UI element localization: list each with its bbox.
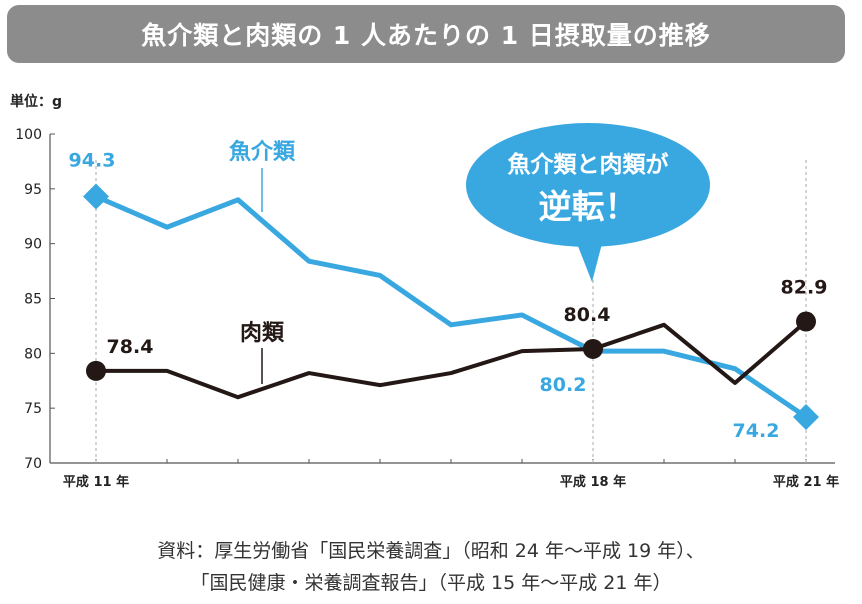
data-point-seafood bbox=[83, 183, 109, 210]
x-tick-label: 平成 11 年 bbox=[63, 474, 129, 490]
y-tick-label: 70 bbox=[24, 456, 42, 472]
x-tick-label: 平成 18 年 bbox=[560, 474, 626, 490]
y-tick-label: 95 bbox=[24, 182, 42, 198]
y-tick-label: 80 bbox=[24, 346, 42, 362]
chart-title-bar: 魚介類と肉類の 1 人あたりの 1 日摂取量の推移 bbox=[7, 5, 845, 63]
source-line-2: 「国民健康・栄養調査報告」（平成 15 年〜平成 21 年） bbox=[190, 572, 672, 594]
line-chart: 70 75 80 85 90 95 100 平成 11 年 平成 18 年 平成 21 年 94.3… bbox=[15, 123, 839, 490]
y-tick-label: 100 bbox=[15, 127, 42, 143]
data-point-seafood bbox=[793, 403, 819, 430]
data-label-seafood: 94.3 bbox=[69, 150, 116, 172]
source-line-1: 資料：厚生労働省「国民栄養調査」（昭和 24 年〜平成 19 年）、 bbox=[157, 540, 705, 562]
y-tick-label: 75 bbox=[24, 401, 42, 417]
y-tick-label: 90 bbox=[24, 237, 42, 253]
data-label-seafood: 74.2 bbox=[733, 420, 780, 442]
series-label-meat: 肉類 bbox=[240, 321, 285, 346]
callout-text-line2: 逆転！ bbox=[539, 187, 638, 226]
callout-text-line1: 魚介類と肉類が bbox=[508, 151, 669, 178]
series-line-meat bbox=[96, 320, 808, 400]
chart-title: 魚介類と肉類の 1 人あたりの 1 日摂取量の推移 bbox=[141, 21, 711, 50]
series-label-seafood: 魚介類 bbox=[229, 139, 296, 165]
y-tick-label: 85 bbox=[24, 292, 42, 308]
data-label-meat: 80.4 bbox=[564, 304, 611, 326]
series-line-seafood bbox=[95, 194, 808, 420]
unit-label: 単位：g bbox=[10, 94, 63, 110]
data-point-meat bbox=[796, 311, 816, 332]
callout-pointer bbox=[574, 236, 604, 282]
data-point-meat bbox=[86, 360, 106, 381]
x-tick-label: 平成 21 年 bbox=[773, 474, 839, 490]
data-label-seafood: 80.2 bbox=[540, 374, 587, 396]
data-label-meat: 82.9 bbox=[781, 277, 828, 299]
callout-bubble bbox=[466, 123, 710, 247]
data-label-meat: 78.4 bbox=[107, 336, 154, 358]
data-point-meat bbox=[583, 338, 603, 359]
